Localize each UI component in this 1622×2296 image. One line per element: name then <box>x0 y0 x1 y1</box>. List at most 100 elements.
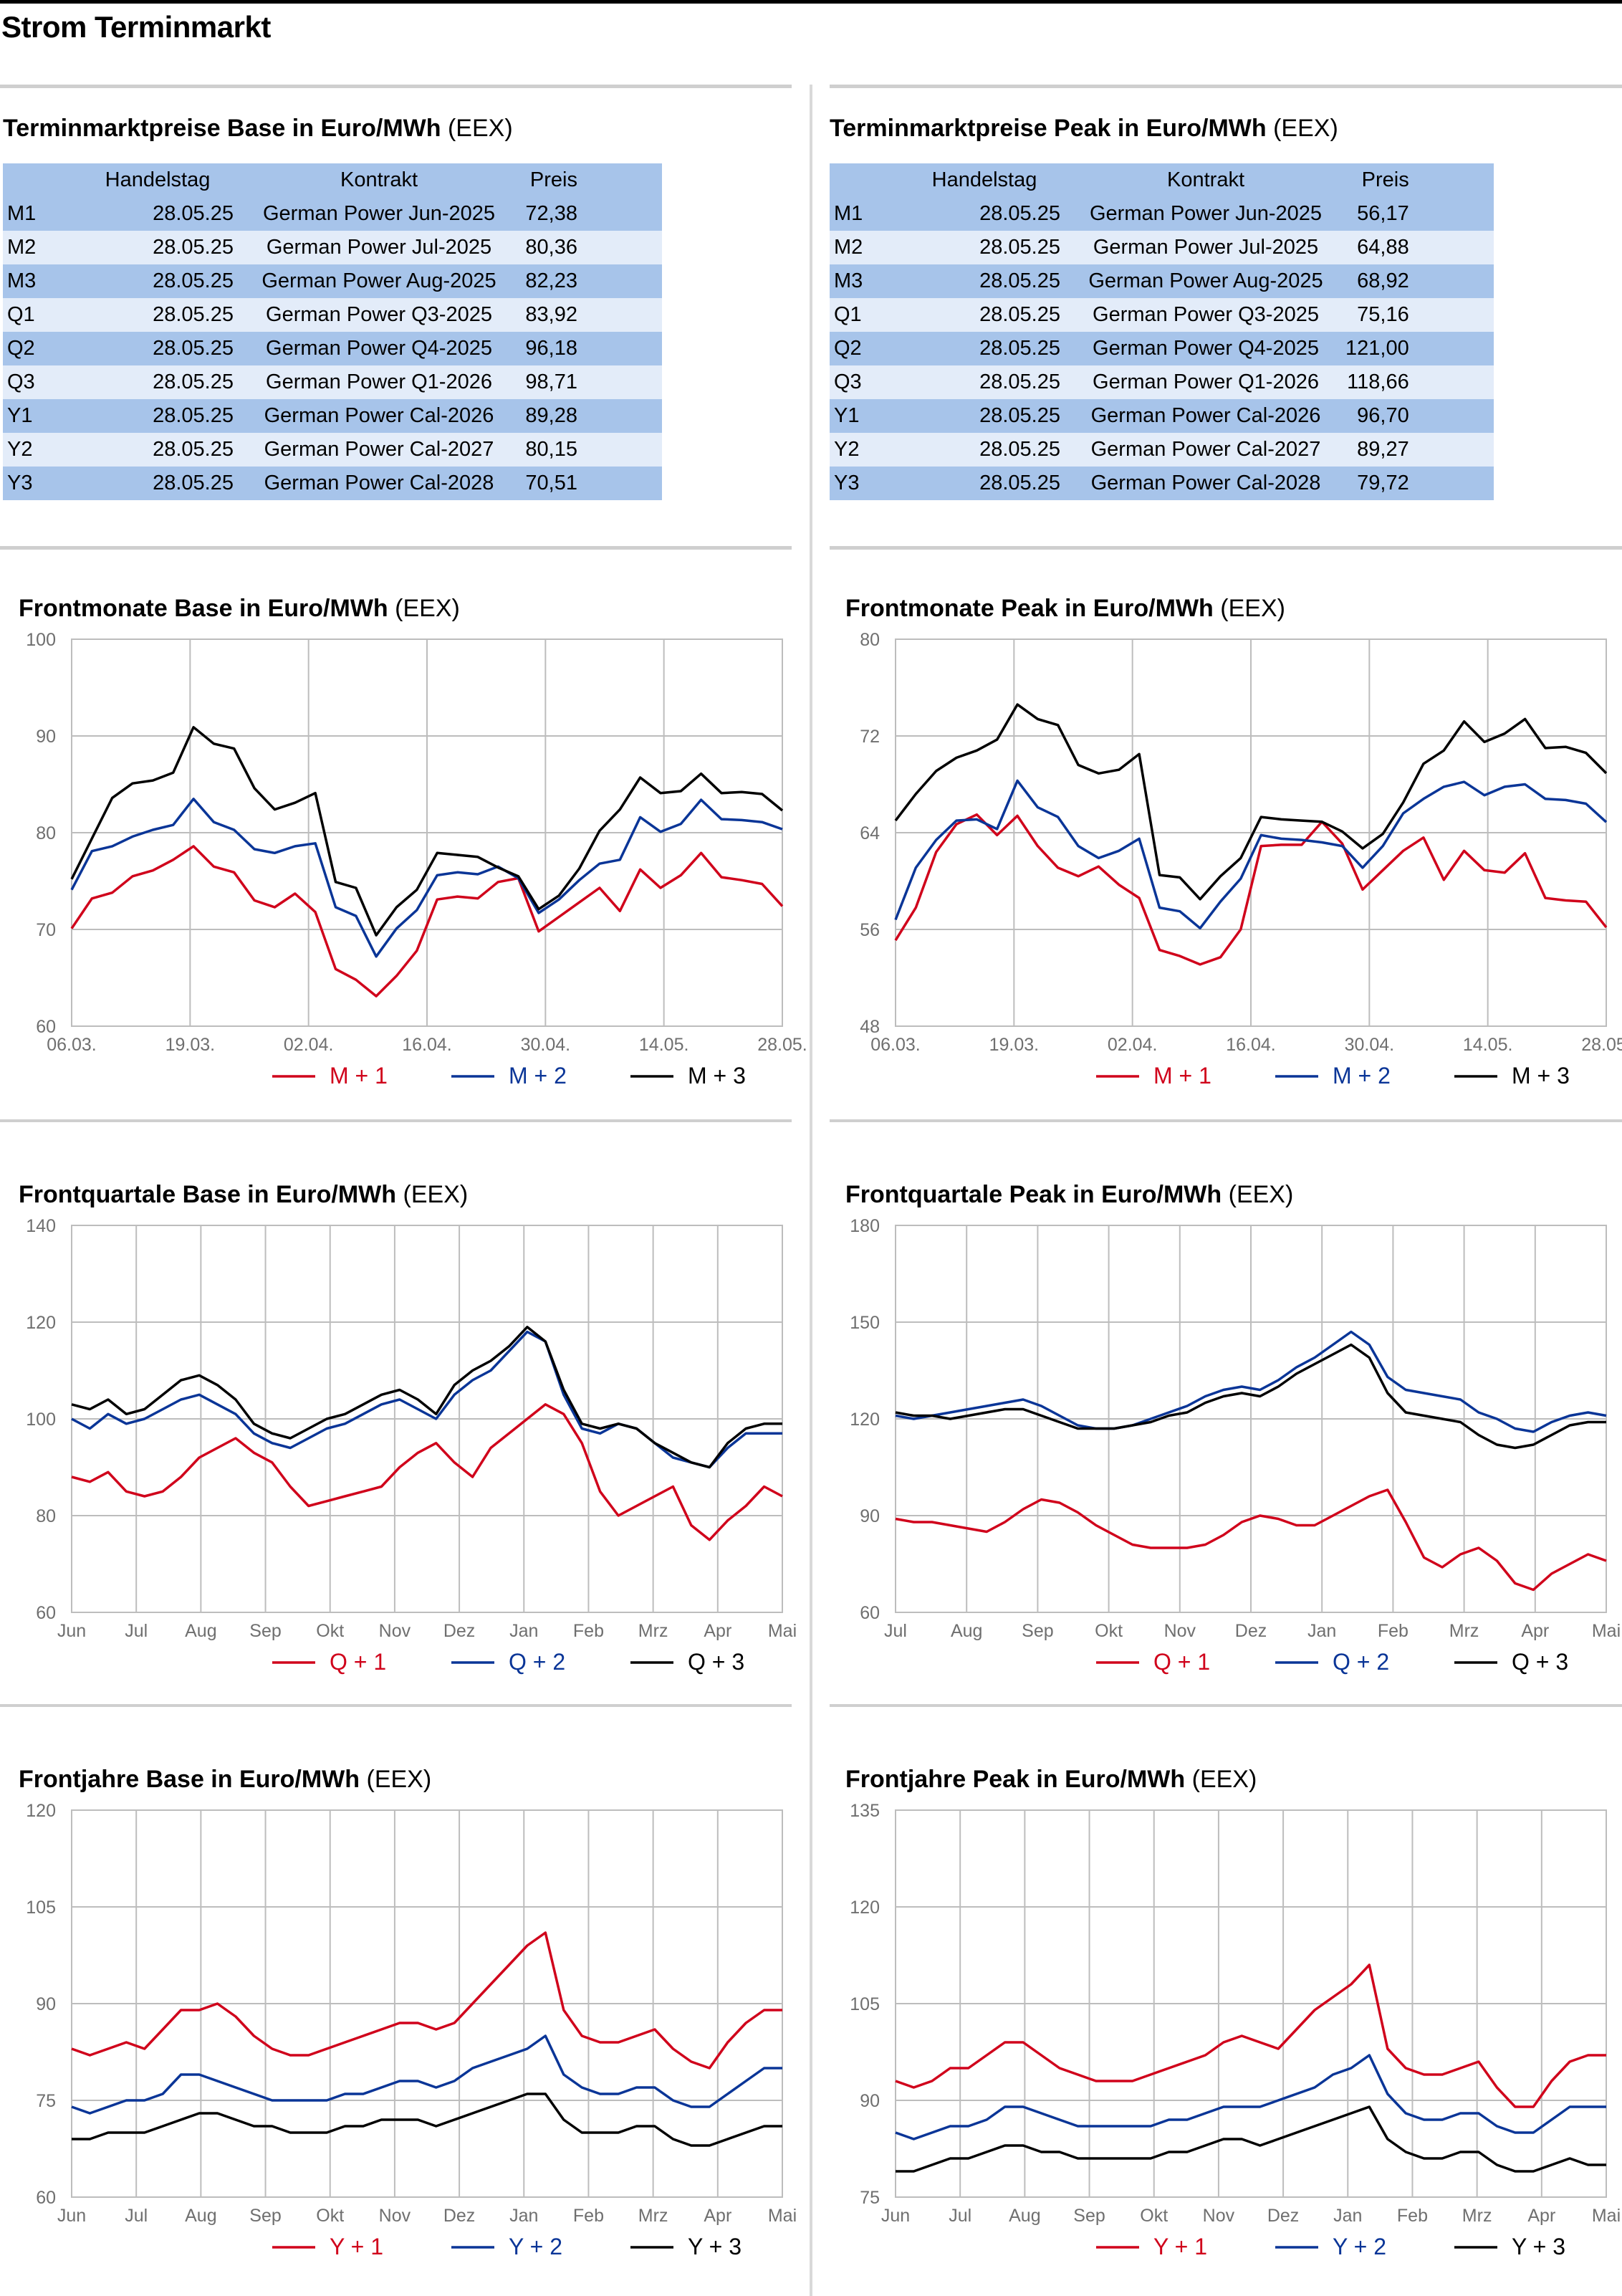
top-rule <box>0 0 1622 4</box>
table-cell: M1 <box>3 197 82 231</box>
table-header: Preis <box>519 163 662 197</box>
table-cell: 80,15 <box>519 433 662 467</box>
table-cell: 28.05.25 <box>82 197 239 231</box>
divider <box>830 1704 1622 1707</box>
table-cell: 28.05.25 <box>82 264 239 298</box>
table-cell: German Power Cal-2028 <box>239 467 519 500</box>
table-cell: German Power Q1-2026 <box>239 365 519 399</box>
y-tick-label: 120 <box>26 1801 56 1821</box>
y-tick-label: 64 <box>860 823 880 843</box>
table-row: Q3 28.05.25 German Power Q1-2026 98,71 <box>3 365 662 399</box>
chart-title-text: Frontmonate Base in Euro/MWh <box>19 595 388 622</box>
table-cell: German Power Aug-2025 <box>1066 264 1345 298</box>
x-tick-label: Apr <box>1527 2206 1555 2226</box>
y-tick-label: 90 <box>36 1994 56 2014</box>
table-cell: Y1 <box>3 399 82 433</box>
x-tick-label: Nov <box>379 1621 411 1641</box>
x-tick-label: Mrz <box>638 1621 668 1641</box>
x-tick-label: Mrz <box>1462 2206 1492 2226</box>
y-tick-label: 90 <box>36 727 56 747</box>
table-cell: Y2 <box>3 433 82 467</box>
table-cell: German Power Q4-2025 <box>1066 332 1345 365</box>
x-tick-label: Apr <box>704 2206 731 2226</box>
divider <box>830 1119 1622 1122</box>
y-tick-label: 150 <box>850 1313 880 1333</box>
legend-label: Q + 2 <box>509 1649 565 1675</box>
x-tick-label: 30.04. <box>521 1035 571 1055</box>
x-tick-label: Mai <box>768 2206 797 2226</box>
table-title-text: Terminmarktpreise Peak in Euro/MWh <box>830 115 1267 142</box>
x-tick-label: Okt <box>316 2206 344 2226</box>
x-tick-label: Sep <box>1022 1621 1053 1641</box>
y-tick-label: 80 <box>36 1506 56 1526</box>
x-tick-label: 16.04. <box>1226 1035 1276 1055</box>
x-tick-label: 28.05. <box>757 1035 807 1055</box>
series-line-2 <box>71 1330 782 1469</box>
chart-frontmonate-base: 60 70 80 90 100 06.03. 19.03. 02.04. 16.04. 30.04… <box>26 630 807 1089</box>
table-row: Q3 28.05.25 German Power Q1-2026 118,66 <box>830 365 1494 399</box>
table-cell: M2 <box>830 231 908 264</box>
legend-label: M + 1 <box>1153 1063 1211 1089</box>
table-header: Handelstag <box>82 163 239 197</box>
y-tick-label: 60 <box>36 1017 56 1037</box>
table-cell: 98,71 <box>519 365 662 399</box>
table-cell: German Power Jul-2025 <box>239 231 519 264</box>
table-cell: 28.05.25 <box>908 399 1066 433</box>
table-cell: 28.05.25 <box>82 467 239 500</box>
source-label: (EEX) <box>447 115 513 142</box>
chart-title-text: Frontjahre Peak in Euro/MWh <box>845 1766 1186 1793</box>
y-tick-label: 135 <box>850 1801 880 1821</box>
x-tick-label: Mrz <box>1449 1621 1479 1641</box>
x-tick-label: Aug <box>185 1621 216 1641</box>
table-cell: 118,66 <box>1345 365 1494 399</box>
chart-title-text: Frontmonate Peak in Euro/MWh <box>845 595 1214 622</box>
y-tick-label: 90 <box>860 2091 880 2111</box>
legend-label: Q + 3 <box>688 1649 744 1675</box>
table-cell: Q2 <box>830 332 908 365</box>
chart-title-text: Frontquartale Peak in Euro/MWh <box>845 1181 1222 1208</box>
x-tick-label: Nov <box>1203 2206 1235 2226</box>
chart-frontjahre-base: 60 75 90 105 120 Jun Jul Aug Sep Okt Nov Dez Jan Feb M… <box>26 1801 797 2259</box>
table-cell: 64,88 <box>1345 231 1494 264</box>
table-cell: German Power Cal-2027 <box>239 433 519 467</box>
x-tick-label: 16.04. <box>402 1035 452 1055</box>
legend-label: Q + 2 <box>1333 1649 1389 1675</box>
y-tick-label: 105 <box>26 1898 56 1918</box>
series-line-3 <box>894 703 1608 901</box>
series-line-3 <box>70 726 784 937</box>
series-line-2 <box>71 2034 782 2115</box>
table-cell: German Power Cal-2026 <box>239 399 519 433</box>
x-tick-label: Mrz <box>638 2206 668 2226</box>
legend-label: Y + 1 <box>1153 2234 1207 2259</box>
x-tick-label: Dez <box>443 2206 475 2226</box>
y-tick-label: 48 <box>860 1017 880 1037</box>
source-label: (EEX) <box>1220 595 1285 622</box>
chart-title: Frontjahre Peak in Euro/MWh (EEX) <box>845 1766 1257 1794</box>
table-cell: German Power Q3-2025 <box>239 298 519 332</box>
price-table-base: Handelstag Kontrakt Preis M1 28.05.25 Germ… <box>3 163 662 500</box>
table-row: Q1 28.05.25 German Power Q3-2025 83,92 <box>3 298 662 332</box>
divider <box>0 546 792 550</box>
table-cell: 28.05.25 <box>908 365 1066 399</box>
legend-label: M + 3 <box>688 1063 746 1089</box>
table-cell: German Power Cal-2028 <box>1066 467 1345 500</box>
table-cell: M1 <box>830 197 908 231</box>
series-line-1 <box>895 1963 1606 2108</box>
table-cell: German Power Aug-2025 <box>239 264 519 298</box>
table-cell: 72,38 <box>519 197 662 231</box>
x-tick-label: Feb <box>573 1621 604 1641</box>
x-tick-label: Sep <box>249 1621 281 1641</box>
table-cell: Y3 <box>3 467 82 500</box>
divider <box>0 1704 792 1707</box>
table-cell: 68,92 <box>1345 264 1494 298</box>
source-label: (EEX) <box>1273 115 1338 142</box>
x-tick-label: Nov <box>1164 1621 1196 1641</box>
table-cell: 28.05.25 <box>908 231 1066 264</box>
source-label: (EEX) <box>366 1766 432 1793</box>
series-line-3 <box>895 1343 1606 1450</box>
table-row: M2 28.05.25 German Power Jul-2025 80,36 <box>3 231 662 264</box>
series-line-1 <box>895 1488 1607 1592</box>
legend-label: Q + 3 <box>1512 1649 1568 1675</box>
table-cell: 28.05.25 <box>908 298 1066 332</box>
table-cell: German Power Cal-2026 <box>1066 399 1345 433</box>
